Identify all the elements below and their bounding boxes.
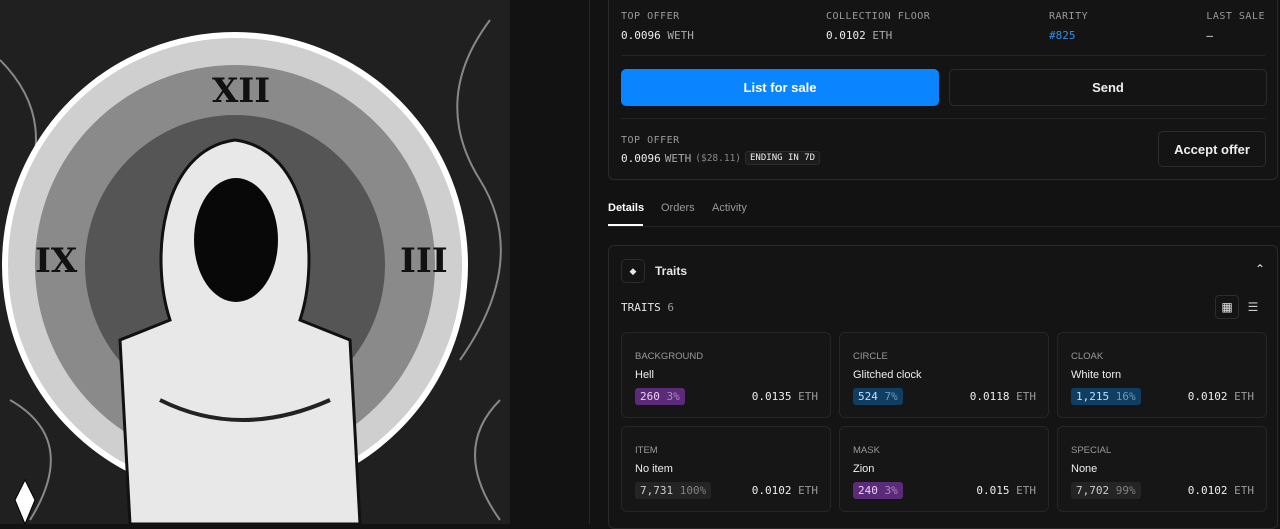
- trait-price: 0.0135: [751, 390, 792, 403]
- offer-usd: ($28.11): [695, 152, 742, 164]
- trait-type: CIRCLE: [853, 351, 888, 362]
- svg-text:IX: IX: [35, 241, 78, 281]
- stat-last-sale: LAST SALE –: [1206, 11, 1265, 42]
- trait-percent: 100%: [679, 484, 707, 497]
- trait-unit: ETH: [1234, 390, 1254, 403]
- trait-type: SPECIAL: [1071, 445, 1112, 456]
- trait-price: 0.0118: [969, 390, 1010, 403]
- traits-title: Traits: [655, 264, 688, 278]
- stat-unit: WETH: [667, 29, 694, 42]
- trait-card[interactable]: ITEM No item 7,731 100% 0.0102 ETH: [621, 426, 831, 512]
- trait-value: Hell: [635, 369, 654, 381]
- trait-value: Glitched clock: [853, 369, 922, 381]
- trait-percent: 16%: [1115, 390, 1136, 403]
- nft-artwork-image: XII IX III: [0, 0, 510, 524]
- stat-value: 0.0096: [621, 29, 661, 42]
- trait-card[interactable]: BACKGROUND Hell 260 3% 0.0135 ETH: [621, 332, 831, 418]
- stat-value: 0.0102: [826, 29, 866, 42]
- trait-type: BACKGROUND: [635, 351, 704, 362]
- trait-price: 0.0102: [1187, 484, 1228, 497]
- trait-percent: 7%: [884, 390, 898, 403]
- trait-price: 0.0102: [1187, 390, 1228, 403]
- stat-label: COLLECTION FLOOR: [826, 11, 931, 22]
- active-tab-indicator: [608, 224, 643, 226]
- stat-collection-floor: COLLECTION FLOOR 0.0102 ETH: [826, 11, 930, 42]
- svg-text:XII: XII: [212, 71, 270, 111]
- trait-card[interactable]: MASK Zion 240 3% 0.015 ETH: [839, 426, 1049, 512]
- tab-details[interactable]: Details: [608, 202, 645, 214]
- send-button[interactable]: Send: [949, 69, 1267, 106]
- trait-count: 240: [858, 484, 878, 497]
- trait-count: 524: [858, 390, 878, 403]
- trait-percent: 99%: [1115, 484, 1136, 497]
- offer-expiry-badge: ENDING IN 7D: [745, 151, 821, 165]
- trait-card[interactable]: CIRCLE Glitched clock 524 7% 0.0118 ETH: [839, 332, 1049, 418]
- trait-type: CLOAK: [1071, 351, 1104, 362]
- list-for-sale-button[interactable]: List for sale: [621, 69, 939, 106]
- grid-view-icon[interactable]: ▦: [1215, 295, 1239, 319]
- diamond-icon: ◆: [621, 259, 645, 283]
- stat-label: RARITY: [1049, 11, 1089, 22]
- trait-percent: 3%: [884, 484, 898, 497]
- trait-unit: ETH: [798, 484, 818, 497]
- trait-value: None: [1071, 463, 1098, 475]
- trait-count: 7,702: [1076, 484, 1110, 497]
- stat-rarity: RARITY #825: [1049, 11, 1088, 42]
- trait-floor-price: 0.0118 ETH: [970, 388, 1036, 405]
- stat-top-offer: TOP OFFER 0.0096 WETH: [621, 11, 694, 42]
- trait-unit: ETH: [1016, 484, 1036, 497]
- stat-unit: ETH: [872, 29, 893, 42]
- trait-rarity-badge: 7,702 99%: [1071, 482, 1141, 499]
- trait-unit: ETH: [1234, 484, 1254, 497]
- trait-value: White torn: [1071, 369, 1122, 381]
- trait-percent: 3%: [666, 390, 680, 403]
- traits-count: 6: [667, 301, 674, 314]
- trait-type: ITEM: [635, 445, 658, 456]
- offer-unit: WETH: [664, 151, 692, 165]
- trait-rarity-badge: 524 7%: [853, 388, 903, 405]
- tab-activity[interactable]: Activity: [712, 202, 747, 214]
- trait-card[interactable]: SPECIAL None 7,702 99% 0.0102 ETH: [1057, 426, 1267, 512]
- trait-floor-price: 0.0102 ETH: [752, 482, 818, 499]
- offer-label: TOP OFFER: [621, 135, 680, 146]
- stat-label: TOP OFFER: [621, 11, 680, 22]
- trait-rarity-badge: 1,215 16%: [1071, 388, 1141, 405]
- trait-price: 0.015: [976, 484, 1010, 497]
- trait-value: No item: [635, 463, 673, 475]
- trait-floor-price: 0.015 ETH: [976, 482, 1036, 499]
- stat-label: LAST SALE: [1206, 11, 1265, 22]
- trait-rarity-badge: 240 3%: [853, 482, 903, 499]
- rarity-link[interactable]: #825: [1049, 29, 1076, 42]
- list-view-icon[interactable]: ☰: [1247, 300, 1259, 314]
- trait-count: 260: [640, 390, 660, 403]
- trait-floor-price: 0.0102 ETH: [1188, 388, 1254, 405]
- trait-unit: ETH: [1016, 390, 1036, 403]
- price-card: TOP OFFER 0.0096 WETH COLLECTION FLOOR 0…: [608, 0, 1278, 180]
- offer-value: 0.0096: [621, 151, 661, 165]
- trait-floor-price: 0.0135 ETH: [752, 388, 818, 405]
- traits-label: TRAITS: [621, 301, 661, 314]
- trait-card[interactable]: CLOAK White torn 1,215 16% 0.0102 ETH: [1057, 332, 1267, 418]
- trait-unit: ETH: [798, 390, 818, 403]
- trait-rarity-badge: 7,731 100%: [635, 482, 712, 499]
- top-offer-info: TOP OFFER 0.0096 WETH ($28.11) ENDING IN…: [621, 135, 821, 165]
- trait-price: 0.0102: [751, 484, 792, 497]
- trait-rarity-badge: 260 3%: [635, 388, 685, 405]
- trait-count: 1,215: [1076, 390, 1110, 403]
- trait-count: 7,731: [640, 484, 674, 497]
- stat-value: –: [1206, 29, 1213, 42]
- trait-type: MASK: [853, 445, 880, 456]
- trait-floor-price: 0.0102 ETH: [1188, 482, 1254, 499]
- traits-card: ◆ Traits ⌃ TRAITS 6 ▦ ☰ BACKGROUND Hell …: [608, 245, 1278, 529]
- chevron-up-icon[interactable]: ⌃: [1254, 262, 1265, 276]
- tab-orders[interactable]: Orders: [661, 202, 695, 214]
- trait-value: Zion: [853, 463, 875, 475]
- svg-text:III: III: [400, 241, 448, 281]
- panel-divider: [589, 0, 590, 524]
- accept-offer-button[interactable]: Accept offer: [1158, 131, 1266, 167]
